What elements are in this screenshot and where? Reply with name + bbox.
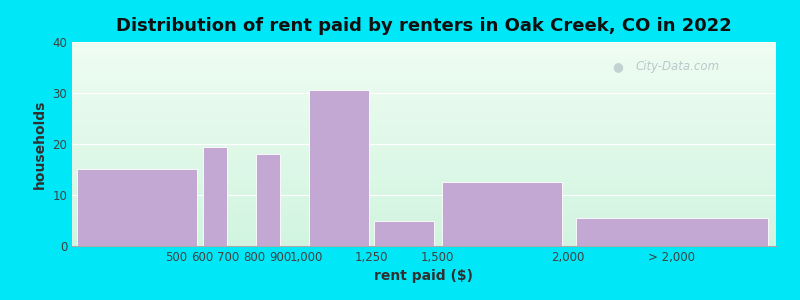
Bar — [576, 218, 768, 246]
Bar — [255, 154, 279, 246]
Bar — [78, 169, 197, 246]
Text: City-Data.com: City-Data.com — [635, 60, 719, 73]
X-axis label: rent paid ($): rent paid ($) — [374, 269, 474, 284]
Y-axis label: households: households — [33, 99, 46, 189]
Text: ●: ● — [612, 60, 623, 73]
Title: Distribution of rent paid by renters in Oak Creek, CO in 2022: Distribution of rent paid by renters in … — [116, 17, 732, 35]
Bar — [310, 90, 370, 246]
Bar — [374, 220, 434, 246]
Bar — [203, 146, 227, 246]
Bar — [442, 182, 562, 246]
